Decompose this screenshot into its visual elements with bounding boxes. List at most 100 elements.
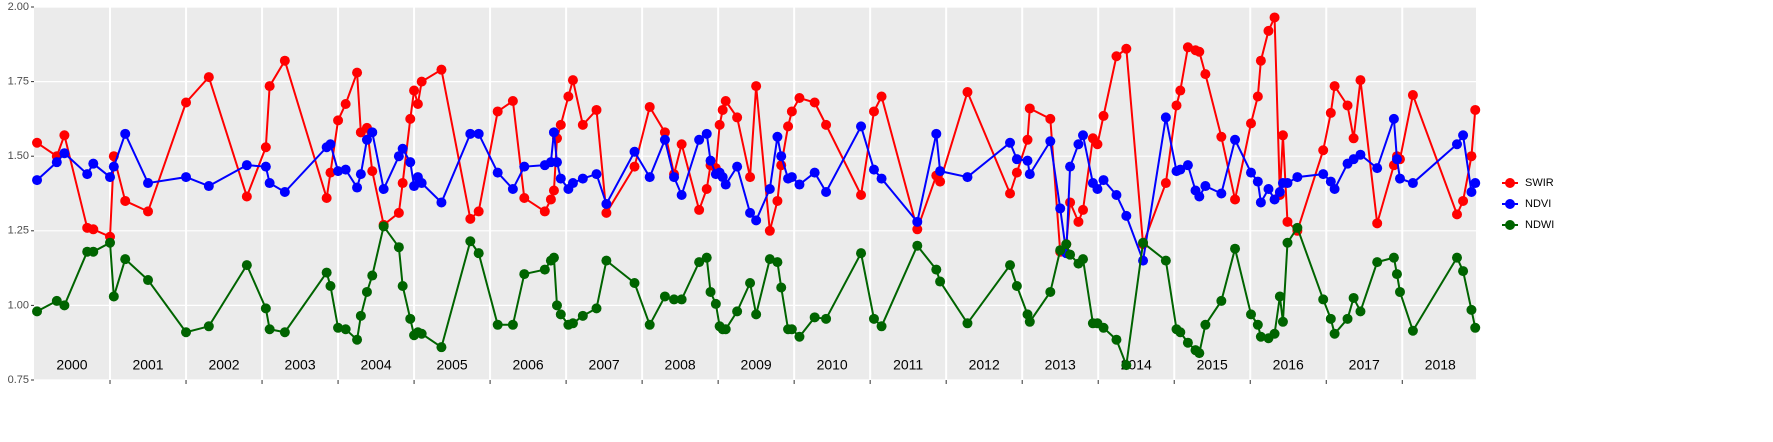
point (88, 158, 99, 169)
point (367, 166, 378, 177)
year-label: 2003 (284, 357, 315, 373)
point (676, 294, 687, 305)
point (279, 187, 290, 198)
year-label: 2005 (437, 357, 468, 373)
point (1005, 260, 1016, 271)
point (465, 236, 476, 247)
point (876, 321, 887, 332)
point (548, 252, 559, 263)
point (260, 303, 271, 314)
point (1073, 139, 1084, 150)
point (416, 178, 427, 189)
point (1263, 25, 1274, 36)
point (732, 112, 743, 123)
y-tick-label: 1.75 (8, 76, 29, 88)
point (1216, 188, 1227, 199)
point (776, 282, 787, 293)
point (856, 248, 867, 259)
point (1121, 360, 1132, 371)
point (519, 192, 530, 203)
point (701, 128, 712, 139)
point (1372, 163, 1383, 174)
point (551, 300, 562, 311)
year-label: 2013 (1045, 357, 1076, 373)
point (82, 169, 93, 180)
point (1342, 313, 1353, 324)
point (1263, 184, 1274, 195)
point (51, 295, 62, 306)
point (772, 195, 783, 206)
point (143, 275, 154, 286)
point (507, 95, 518, 106)
point (88, 246, 99, 257)
point (1045, 113, 1056, 124)
point (473, 248, 484, 259)
legend-label: SWIR (1525, 177, 1554, 189)
point (1230, 134, 1241, 145)
year-label: 2015 (1197, 357, 1228, 373)
point (1274, 187, 1285, 198)
point (1255, 55, 1266, 66)
point (868, 164, 879, 175)
point (1391, 154, 1402, 165)
point (1470, 104, 1481, 115)
point (1277, 130, 1288, 141)
point (105, 172, 116, 183)
point (333, 166, 344, 177)
point (705, 155, 716, 166)
point (361, 286, 372, 297)
point (1318, 169, 1329, 180)
point (1011, 154, 1022, 165)
point (1329, 328, 1340, 339)
point (962, 318, 973, 329)
point (1325, 176, 1336, 187)
point (473, 206, 484, 217)
point (1230, 243, 1241, 254)
point (397, 143, 408, 154)
year-label: 2009 (741, 357, 772, 373)
point (794, 93, 805, 104)
point (1466, 151, 1477, 162)
point (1466, 304, 1477, 315)
point (1061, 239, 1072, 250)
point (676, 139, 687, 150)
point (264, 81, 275, 92)
point (409, 181, 420, 192)
point (279, 327, 290, 338)
point (751, 215, 762, 226)
point (1078, 204, 1089, 215)
point (710, 298, 721, 309)
year-label: 2008 (665, 357, 696, 373)
point (745, 278, 756, 289)
point (1182, 160, 1193, 171)
point (1045, 136, 1056, 147)
point (783, 121, 794, 132)
point (1325, 107, 1336, 118)
point (352, 182, 363, 193)
point (465, 213, 476, 224)
point (378, 221, 389, 232)
point (1121, 43, 1132, 54)
point (325, 281, 336, 292)
point (143, 178, 154, 189)
point (720, 179, 731, 190)
point (794, 331, 805, 342)
point (821, 187, 832, 198)
point (772, 257, 783, 268)
point (694, 204, 705, 215)
point (1245, 118, 1256, 129)
point (1194, 46, 1205, 57)
point (325, 167, 336, 178)
year-label: 2012 (969, 357, 1000, 373)
legend-label: NDWI (1525, 219, 1554, 231)
point (1175, 85, 1186, 96)
point (1194, 191, 1205, 202)
year-label: 2017 (1349, 357, 1380, 373)
point (772, 131, 783, 142)
point (764, 254, 775, 265)
point (405, 313, 416, 324)
point (181, 327, 192, 338)
point (519, 161, 530, 172)
point (32, 175, 43, 186)
point (143, 206, 154, 217)
